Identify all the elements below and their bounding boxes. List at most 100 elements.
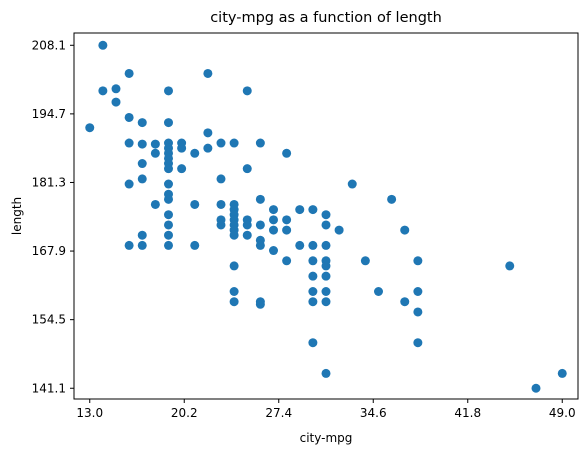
- data-point-5: [124, 68, 134, 78]
- y-axis-label: length: [10, 197, 24, 235]
- data-point-85: [308, 287, 318, 296]
- data-point-8: [124, 179, 134, 189]
- data-point-56: [229, 261, 239, 271]
- y-tick-label: 181.3: [32, 175, 66, 189]
- data-point-68: [255, 240, 265, 250]
- data-point-43: [216, 138, 226, 148]
- data-point-82: [308, 240, 318, 250]
- data-point-11: [137, 139, 147, 149]
- data-point-101: [387, 194, 397, 204]
- data-point-63: [242, 230, 252, 240]
- data-point-55: [229, 230, 239, 240]
- data-point-6: [124, 112, 134, 122]
- data-point-106: [413, 307, 423, 317]
- data-point-89: [321, 220, 331, 230]
- data-point-74: [269, 246, 278, 256]
- data-point-35: [177, 143, 187, 153]
- data-point-9: [124, 240, 134, 250]
- data-point-99: [360, 256, 370, 266]
- x-tick-label: 49.0: [549, 406, 576, 420]
- data-point-105: [413, 287, 423, 296]
- data-point-107: [413, 338, 423, 348]
- data-point-59: [242, 86, 252, 96]
- data-point-30: [164, 210, 173, 220]
- data-point-27: [164, 179, 173, 189]
- data-point-86: [308, 297, 318, 307]
- data-point-41: [203, 128, 213, 138]
- data-point-88: [321, 210, 331, 220]
- data-point-103: [400, 297, 410, 307]
- data-point-3: [111, 84, 121, 94]
- data-point-108: [505, 261, 515, 271]
- data-point-18: [150, 199, 160, 209]
- data-point-39: [190, 240, 200, 250]
- data-point-13: [137, 174, 147, 184]
- data-point-48: [229, 138, 239, 148]
- data-point-45: [216, 199, 226, 209]
- data-point-87: [308, 338, 318, 348]
- data-point-31: [164, 220, 173, 230]
- data-point-110: [557, 368, 567, 378]
- chart-title: city-mpg as a function of length: [210, 10, 442, 26]
- x-tick-label: 27.4: [265, 406, 292, 420]
- data-point-17: [150, 148, 160, 158]
- data-point-71: [269, 205, 278, 215]
- data-point-64: [255, 138, 265, 148]
- data-point-14: [137, 230, 147, 240]
- data-point-32: [164, 230, 173, 240]
- x-tick-label: 20.2: [171, 406, 198, 420]
- data-point-36: [177, 164, 187, 174]
- data-point-33: [164, 240, 173, 250]
- data-point-102: [400, 225, 410, 235]
- data-point-73: [269, 225, 278, 235]
- data-point-95: [321, 297, 331, 307]
- data-point-1: [98, 40, 108, 50]
- data-point-62: [242, 220, 252, 230]
- data-point-26: [164, 164, 173, 174]
- data-point-104: [413, 256, 423, 266]
- data-point-12: [137, 159, 147, 169]
- data-point-109: [531, 383, 541, 393]
- data-point-92: [321, 261, 331, 271]
- data-point-76: [282, 215, 292, 225]
- data-point-42: [203, 143, 213, 153]
- data-point-44: [216, 174, 226, 184]
- data-point-2: [98, 86, 108, 96]
- y-tick-label: 208.1: [32, 38, 66, 52]
- data-point-80: [295, 240, 305, 250]
- data-point-78: [282, 256, 292, 266]
- data-point-37: [190, 148, 200, 158]
- y-tick-label: 141.1: [32, 381, 66, 395]
- y-tick-label: 167.9: [32, 244, 66, 258]
- data-point-57: [229, 287, 239, 296]
- data-point-94: [321, 287, 331, 296]
- data-point-96: [321, 368, 331, 378]
- data-point-38: [190, 199, 200, 209]
- data-point-72: [269, 215, 278, 225]
- data-point-97: [334, 225, 344, 235]
- data-point-47: [216, 220, 226, 230]
- y-axis: 141.1 154.5 167.9 181.3 194.7 208.1: [32, 38, 74, 395]
- data-point-75: [282, 148, 292, 158]
- data-point-84: [308, 271, 318, 281]
- data-point-4: [111, 97, 121, 107]
- x-axis-label: city-mpg: [300, 431, 353, 445]
- data-point-98: [347, 179, 357, 189]
- data-point-20: [164, 118, 173, 128]
- data-point-79: [295, 205, 305, 215]
- data-point-16: [150, 139, 160, 149]
- data-point-70: [255, 299, 265, 309]
- data-point-77: [282, 225, 292, 235]
- data-point-7: [124, 138, 134, 148]
- data-point-10: [137, 118, 147, 128]
- plot-area: [73, 32, 579, 400]
- data-point-100: [374, 287, 383, 296]
- data-point-81: [308, 205, 318, 215]
- data-point-65: [255, 194, 265, 204]
- data-point-90: [321, 240, 331, 250]
- data-points: [85, 40, 567, 393]
- data-point-93: [321, 271, 331, 281]
- data-point-66: [255, 220, 265, 230]
- data-point-83: [308, 256, 318, 266]
- data-point-40: [203, 68, 213, 78]
